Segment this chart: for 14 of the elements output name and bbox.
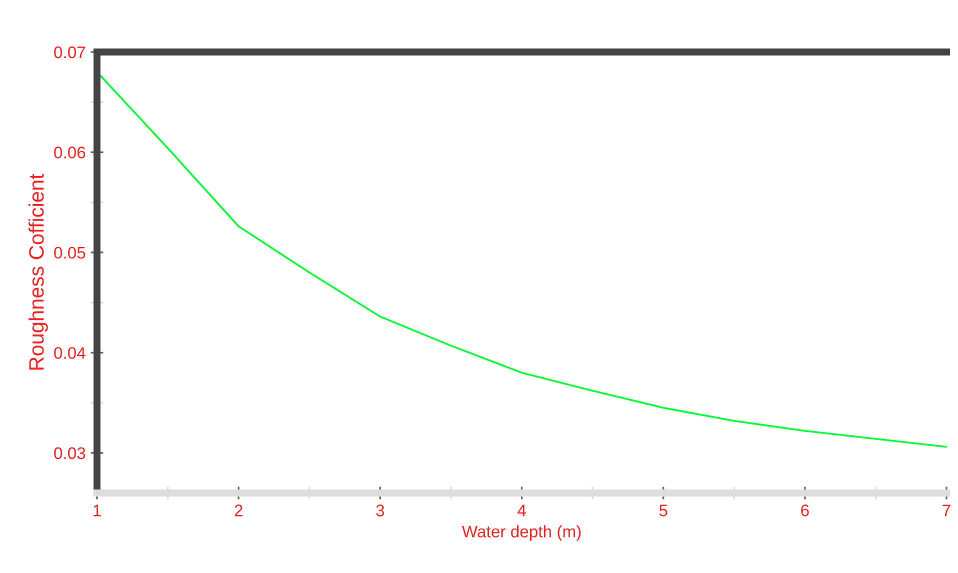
- x-tick-label: 4: [518, 504, 526, 516]
- y-tick-label: 0.03: [54, 447, 86, 460]
- x-tick-label: 1: [94, 504, 101, 516]
- x-tick-label: 2: [234, 504, 242, 516]
- y-axis-title: Roughness Cofficient: [28, 174, 48, 370]
- x-tick-label: 6: [801, 504, 809, 516]
- x-tick-label: 5: [659, 504, 668, 516]
- y-tick-label: 0.06: [54, 146, 86, 158]
- y-tick-label: 0.04: [54, 347, 86, 359]
- x-tick-label: 7: [942, 504, 950, 516]
- y-tick-label: 0.07: [54, 46, 86, 58]
- x-axis-title: Water depth (m): [462, 525, 581, 541]
- y-tick-label: 0.05: [54, 246, 86, 259]
- x-tick-label: 3: [376, 504, 384, 516]
